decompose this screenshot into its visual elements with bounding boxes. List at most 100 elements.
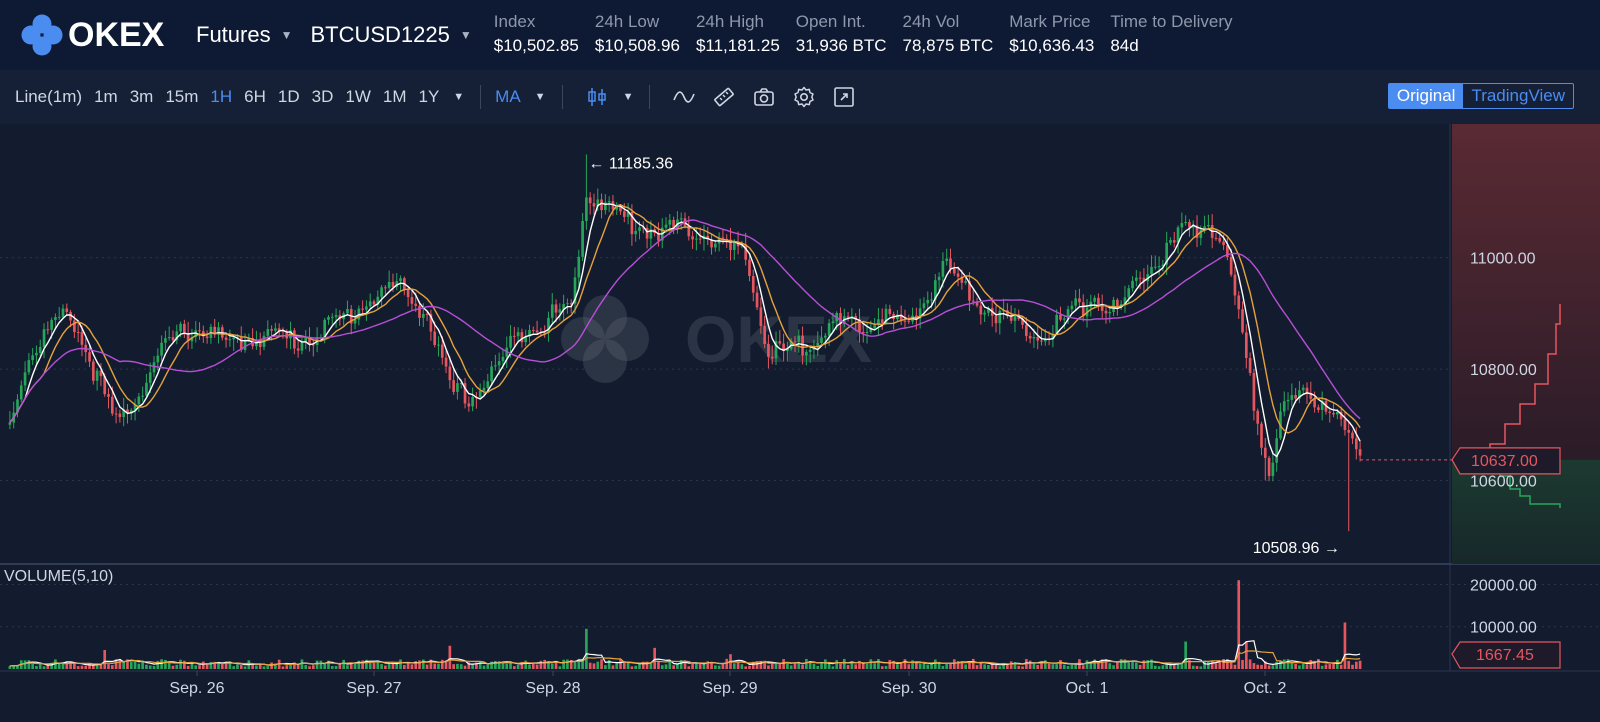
candle-body xyxy=(494,365,497,367)
volume-bar xyxy=(805,658,808,669)
chart-type-dropdown[interactable]: ▼ xyxy=(622,91,634,103)
candle-body xyxy=(873,325,876,328)
volume-bar xyxy=(1252,663,1256,669)
volume-bar xyxy=(1271,665,1275,669)
candle-body xyxy=(368,301,372,307)
candle-body xyxy=(1218,237,1222,242)
candle-body xyxy=(729,239,732,250)
candle-body xyxy=(816,342,820,348)
timeframe-1d[interactable]: 1D xyxy=(277,87,300,106)
candle-body xyxy=(839,313,842,325)
candle-body xyxy=(304,337,308,342)
volume-bar xyxy=(201,661,205,669)
candle-body xyxy=(444,357,448,367)
view-tradingview-button[interactable]: TradingView xyxy=(1471,86,1565,105)
timeframe-1w[interactable]: 1W xyxy=(345,87,371,106)
volume-ma-line-2 xyxy=(9,650,1361,667)
candle-body xyxy=(607,201,611,203)
candle-body xyxy=(687,225,691,237)
timeframe-more-dropdown[interactable]: ▼ xyxy=(453,91,465,103)
product-selector[interactable]: Futures ▼ xyxy=(196,22,292,48)
candle-body xyxy=(152,362,156,373)
volume-bar xyxy=(702,663,706,669)
candle-body xyxy=(698,238,702,240)
view-original-button[interactable]: Original xyxy=(1388,84,1464,108)
volume-bar xyxy=(228,661,232,669)
volume-bar xyxy=(611,665,615,669)
indicator-dropdown[interactable]: ▼ xyxy=(534,91,546,103)
volume-bar xyxy=(213,661,217,669)
chart-background xyxy=(0,124,1600,722)
candle-body xyxy=(145,382,148,396)
indicator-ma-button[interactable]: MA xyxy=(495,87,521,106)
volume-bar xyxy=(918,663,922,669)
candle-body xyxy=(945,258,949,261)
ruler-icon[interactable] xyxy=(712,85,736,109)
stat-label: 24h High xyxy=(695,12,765,31)
bid-depth-area xyxy=(1452,459,1600,564)
line-tool-icon[interactable] xyxy=(672,85,696,109)
contract-selector[interactable]: BTCUSD1225 ▼ xyxy=(310,22,471,48)
candle-body xyxy=(1131,280,1134,289)
candle-body xyxy=(1332,412,1335,415)
candle-body xyxy=(1157,266,1161,268)
settings-icon[interactable] xyxy=(792,85,816,109)
candle-body xyxy=(1301,387,1305,391)
timeframe-6h[interactable]: 6H xyxy=(244,87,266,106)
chevron-down-icon: ▼ xyxy=(280,28,293,42)
volume-bar xyxy=(1298,665,1301,669)
price-chart[interactable]: OKEX 11000.00 10800.00 10600.00 20000.00 100… xyxy=(0,124,1600,722)
brand-name: OKEX xyxy=(68,15,165,54)
volume-bar xyxy=(1036,664,1040,669)
volume-bar xyxy=(831,666,835,669)
volume-bar xyxy=(755,661,759,669)
volume-bar xyxy=(748,665,751,669)
volume-bar xyxy=(346,665,349,669)
candlestick-icon[interactable] xyxy=(585,85,609,109)
chevron-down-icon: ▼ xyxy=(459,28,472,42)
volume-bar xyxy=(550,663,554,669)
timeframe-1y[interactable]: 1Y xyxy=(418,87,440,106)
candle-body xyxy=(1108,312,1112,314)
candle-body xyxy=(547,317,550,334)
timeframe-15m[interactable]: 15m xyxy=(165,87,199,106)
candle-body xyxy=(1286,399,1290,402)
volume-bar xyxy=(744,666,748,669)
candle-body xyxy=(1043,338,1047,342)
timeframe-1m[interactable]: 1m xyxy=(94,87,118,106)
price-tick-label: 10600.00 xyxy=(1470,473,1537,490)
candle-body xyxy=(1006,310,1009,316)
timeframe-3m[interactable]: 3m xyxy=(129,87,154,106)
candle-body xyxy=(76,331,80,333)
candle-body xyxy=(65,308,69,312)
volume-bar xyxy=(1009,661,1013,669)
chart-area[interactable]: OKEX 11000.00 10800.00 10600.00 20000.00 100… xyxy=(0,124,1600,722)
volume-bar xyxy=(167,662,171,669)
candle-body xyxy=(1013,315,1017,321)
volume-bar xyxy=(687,666,691,669)
timeframe-1h[interactable]: 1H xyxy=(210,87,233,106)
candle-body xyxy=(88,352,91,362)
volume-bar xyxy=(930,663,933,669)
timeframe-line-1m[interactable]: Line(1m) xyxy=(15,87,83,106)
candle-body xyxy=(604,202,607,211)
candle-body xyxy=(482,387,486,391)
volume-bar xyxy=(1248,659,1252,669)
okex-logo[interactable]: OKEX xyxy=(18,11,178,59)
stat-value: 31,936 BTC xyxy=(795,36,887,55)
candle-body xyxy=(46,329,50,331)
candle-body xyxy=(346,309,349,314)
volume-bar xyxy=(907,664,911,669)
volume-bar xyxy=(88,663,91,669)
candle-body xyxy=(1313,398,1316,408)
fullscreen-icon[interactable] xyxy=(832,85,856,109)
volume-bar xyxy=(653,647,656,669)
candle-body xyxy=(110,396,114,414)
candle-body xyxy=(1169,240,1172,243)
volume-bar xyxy=(763,660,766,669)
timeframe-3d[interactable]: 3D xyxy=(311,87,334,106)
camera-icon[interactable] xyxy=(752,85,776,109)
timeframe-1mo[interactable]: 1M xyxy=(382,87,407,106)
volume-bar xyxy=(581,659,584,669)
candle-body xyxy=(1294,395,1297,399)
